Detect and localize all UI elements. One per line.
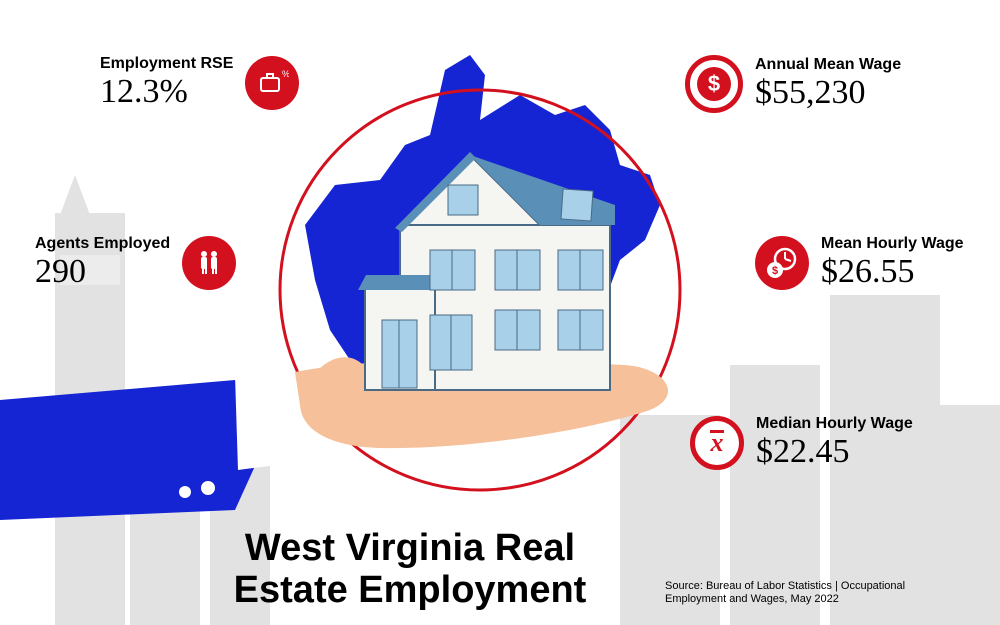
- title-line-1: West Virginia Real: [200, 528, 620, 570]
- people-icon: [182, 236, 236, 290]
- stat-annual-mean-wage: $ Annual Mean Wage $55,230: [685, 55, 901, 113]
- stat-employment-rse: Employment RSE 12.3% %: [100, 55, 299, 111]
- source-line-2: Employment and Wages, May 2022: [665, 593, 905, 606]
- stat-label: Employment RSE: [100, 55, 233, 73]
- main-title: West Virginia Real Estate Employment: [200, 528, 620, 612]
- stat-label: Median Hourly Wage: [756, 415, 913, 433]
- source-attribution: Source: Bureau of Labor Statistics | Occ…: [665, 580, 905, 606]
- clock-dollar-icon: $: [755, 236, 809, 290]
- svg-text:%: %: [282, 69, 289, 79]
- title-line-2: Estate Employment: [200, 570, 620, 612]
- stat-median-hourly-wage: x Median Hourly Wage $22.45: [690, 415, 913, 471]
- stat-value: $55,230: [755, 74, 901, 112]
- stat-agents-employed: Agents Employed 290: [35, 235, 236, 291]
- stat-mean-hourly-wage: $ Mean Hourly Wage $26.55: [755, 235, 964, 291]
- stat-label: Mean Hourly Wage: [821, 235, 964, 253]
- stat-value: 12.3%: [100, 73, 233, 111]
- briefcase-icon: %: [245, 56, 299, 110]
- dollar-icon: $: [685, 55, 743, 113]
- stat-label: Annual Mean Wage: [755, 56, 901, 74]
- stat-value: $22.45: [756, 433, 913, 471]
- stat-value: $26.55: [821, 253, 964, 291]
- stat-value: 290: [35, 253, 170, 291]
- svg-text:$: $: [772, 265, 778, 277]
- xbar-icon: x: [690, 416, 744, 470]
- source-line-1: Source: Bureau of Labor Statistics | Occ…: [665, 580, 905, 593]
- stat-label: Agents Employed: [35, 235, 170, 253]
